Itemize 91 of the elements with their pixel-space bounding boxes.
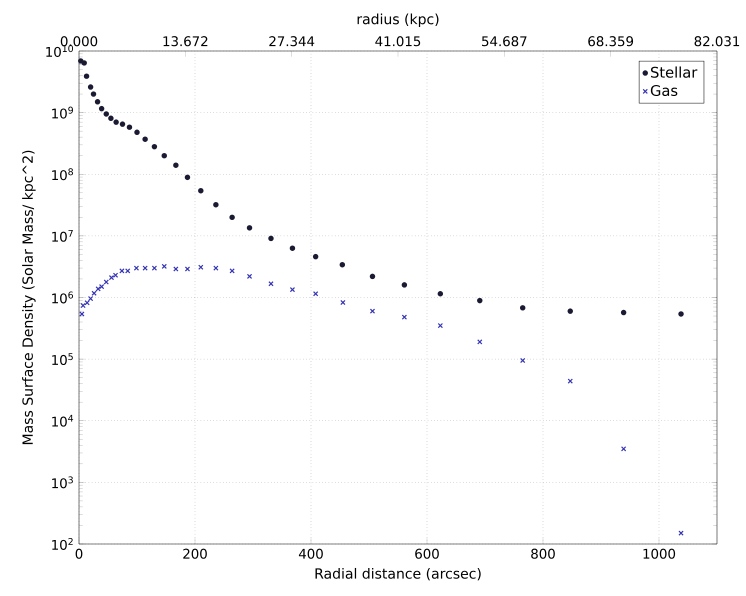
point — [81, 60, 87, 66]
x-tick-label: 0 — [76, 548, 82, 559]
legend-label: Gas — [650, 84, 678, 96]
point — [620, 446, 626, 452]
point — [162, 264, 167, 270]
y-tick-label: 10$^{4}$ — [52, 414, 74, 427]
point — [173, 162, 179, 168]
point — [370, 308, 376, 314]
point — [198, 188, 204, 194]
point — [104, 111, 109, 117]
point — [184, 174, 190, 180]
point — [142, 136, 148, 142]
point — [568, 378, 573, 384]
x-axis-title: Radial distance (arcsec) — [316, 568, 481, 580]
point — [98, 284, 104, 290]
point — [678, 530, 684, 536]
point — [620, 310, 626, 316]
y-axis-title: Mass Surface Density (Solar Mass/ kpc^2) — [22, 150, 36, 444]
point — [134, 265, 140, 271]
legend-label: Stellar — [651, 66, 698, 78]
x2-tick-label: 54.687 — [482, 36, 527, 46]
x-tick-label: 800 — [531, 548, 555, 559]
x2-tick-label: 41.015 — [375, 36, 420, 46]
point — [94, 99, 100, 104]
point — [213, 202, 219, 208]
point — [246, 274, 252, 280]
y-tick-label: 10$^{2}$ — [52, 538, 73, 550]
point — [108, 116, 114, 121]
point — [520, 358, 526, 364]
point — [104, 279, 109, 285]
point — [438, 322, 444, 328]
point — [91, 290, 97, 296]
point — [173, 266, 179, 272]
point — [152, 144, 158, 150]
point — [268, 236, 274, 242]
point — [126, 124, 132, 130]
point — [90, 91, 96, 97]
y-tick-label: 10$^{6}$ — [52, 292, 74, 304]
point — [120, 121, 126, 127]
x-tick-label: 600 — [415, 548, 439, 559]
point — [79, 311, 85, 317]
point — [162, 152, 167, 158]
point — [134, 130, 140, 135]
point — [246, 225, 252, 231]
x2-tick-label: 68.359 — [588, 36, 634, 46]
point — [80, 302, 86, 308]
point — [98, 106, 104, 112]
point — [438, 291, 444, 296]
y-tick-label: 10$^{8}$ — [52, 168, 73, 180]
point — [678, 311, 684, 317]
point — [402, 282, 408, 288]
y-tick-label: 10$^{5}$ — [52, 353, 73, 366]
y-tick-label: 10$^{9}$ — [52, 106, 73, 119]
point — [290, 286, 296, 292]
point — [312, 254, 318, 260]
point — [113, 119, 119, 125]
point — [520, 305, 526, 311]
point — [229, 214, 235, 220]
y-tick-label: 10$^{3}$ — [52, 476, 73, 488]
y-tick-label: 10$^{7}$ — [52, 230, 73, 242]
x-tick-label: 400 — [298, 548, 323, 559]
point — [268, 281, 274, 286]
point — [340, 300, 346, 306]
point — [88, 296, 94, 302]
point — [88, 84, 94, 90]
point — [184, 266, 190, 272]
point — [198, 264, 204, 270]
point — [84, 300, 90, 306]
point — [112, 272, 118, 278]
x-tick-label: 1000 — [643, 548, 676, 559]
x2-tick-label: 0.000 — [60, 36, 98, 46]
point — [477, 339, 482, 345]
point — [229, 268, 235, 274]
point — [290, 245, 296, 251]
point — [568, 308, 573, 314]
x2-axis-title: radius (kpc) — [358, 14, 438, 28]
point — [370, 274, 376, 280]
point — [312, 291, 318, 296]
point — [340, 262, 346, 268]
point — [95, 286, 101, 292]
point — [108, 274, 114, 280]
point — [84, 73, 90, 79]
point — [152, 265, 158, 271]
x2-tick-label: 13.672 — [163, 36, 208, 46]
x2-tick-label: 82.031 — [694, 36, 740, 46]
point — [402, 314, 408, 320]
point — [213, 265, 219, 271]
x-tick-label: 200 — [183, 548, 207, 559]
point — [477, 298, 483, 304]
x2-tick-label: 27.344 — [269, 36, 314, 46]
point — [142, 265, 148, 271]
